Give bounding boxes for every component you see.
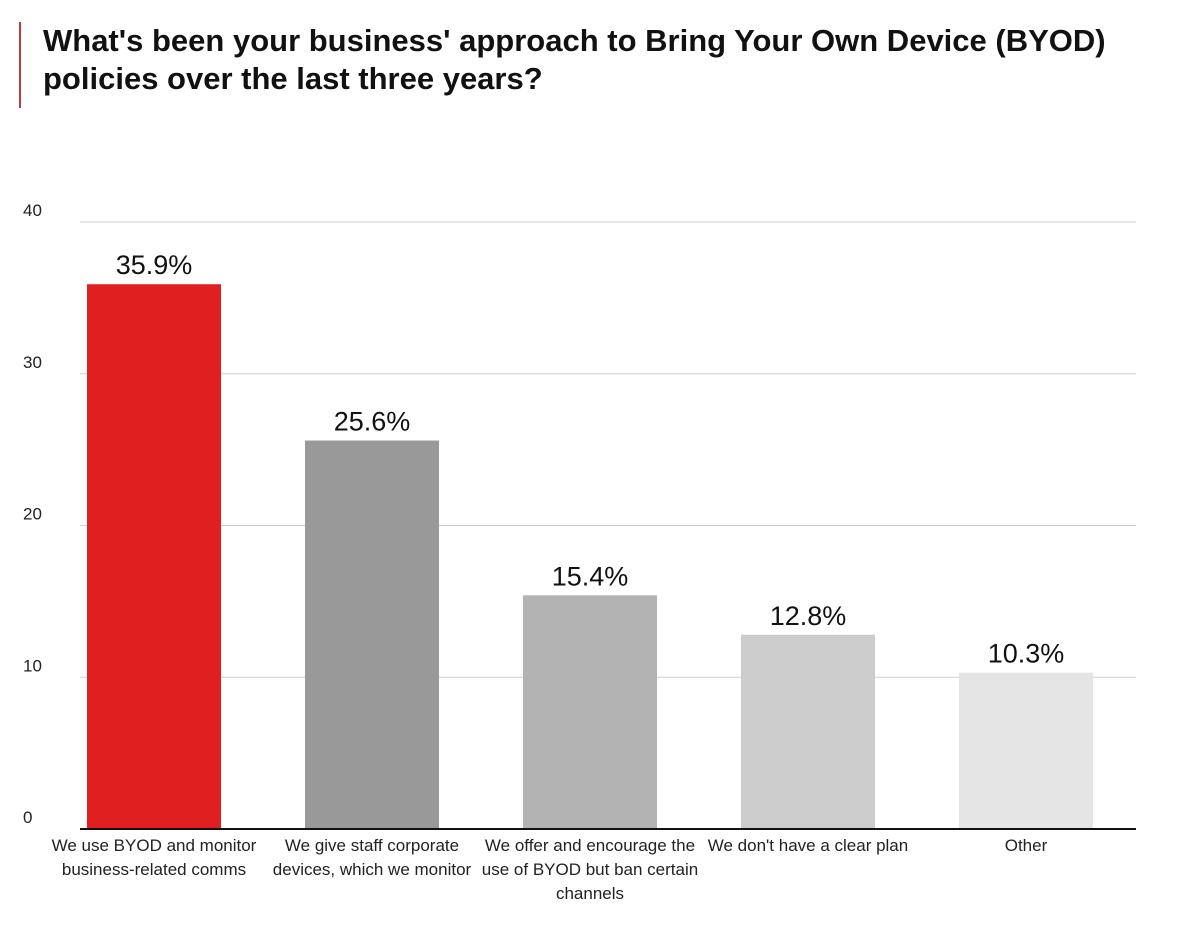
y-tick-label: 0 — [23, 808, 32, 827]
y-axis: 0 10 20 30 40 — [23, 201, 42, 827]
bars — [87, 284, 1093, 829]
y-tick-label: 30 — [23, 353, 42, 372]
bar — [523, 595, 657, 829]
bar — [87, 284, 221, 829]
chart-title: What's been your business' approach to B… — [43, 23, 1106, 96]
data-labels: 35.9% 25.6% 15.4% 12.8% 10.3% — [116, 250, 1065, 668]
title-block: What's been your business' approach to B… — [19, 22, 1143, 108]
y-tick-label: 20 — [23, 505, 42, 524]
data-label: 12.8% — [770, 601, 847, 631]
data-label: 25.6% — [334, 407, 411, 437]
bar — [741, 634, 875, 829]
bar — [959, 672, 1093, 829]
data-label: 35.9% — [116, 250, 193, 280]
bar — [305, 440, 439, 829]
data-label: 10.3% — [988, 639, 1065, 669]
y-tick-label: 40 — [23, 201, 42, 220]
y-tick-label: 10 — [23, 656, 42, 675]
data-label: 15.4% — [552, 561, 629, 591]
